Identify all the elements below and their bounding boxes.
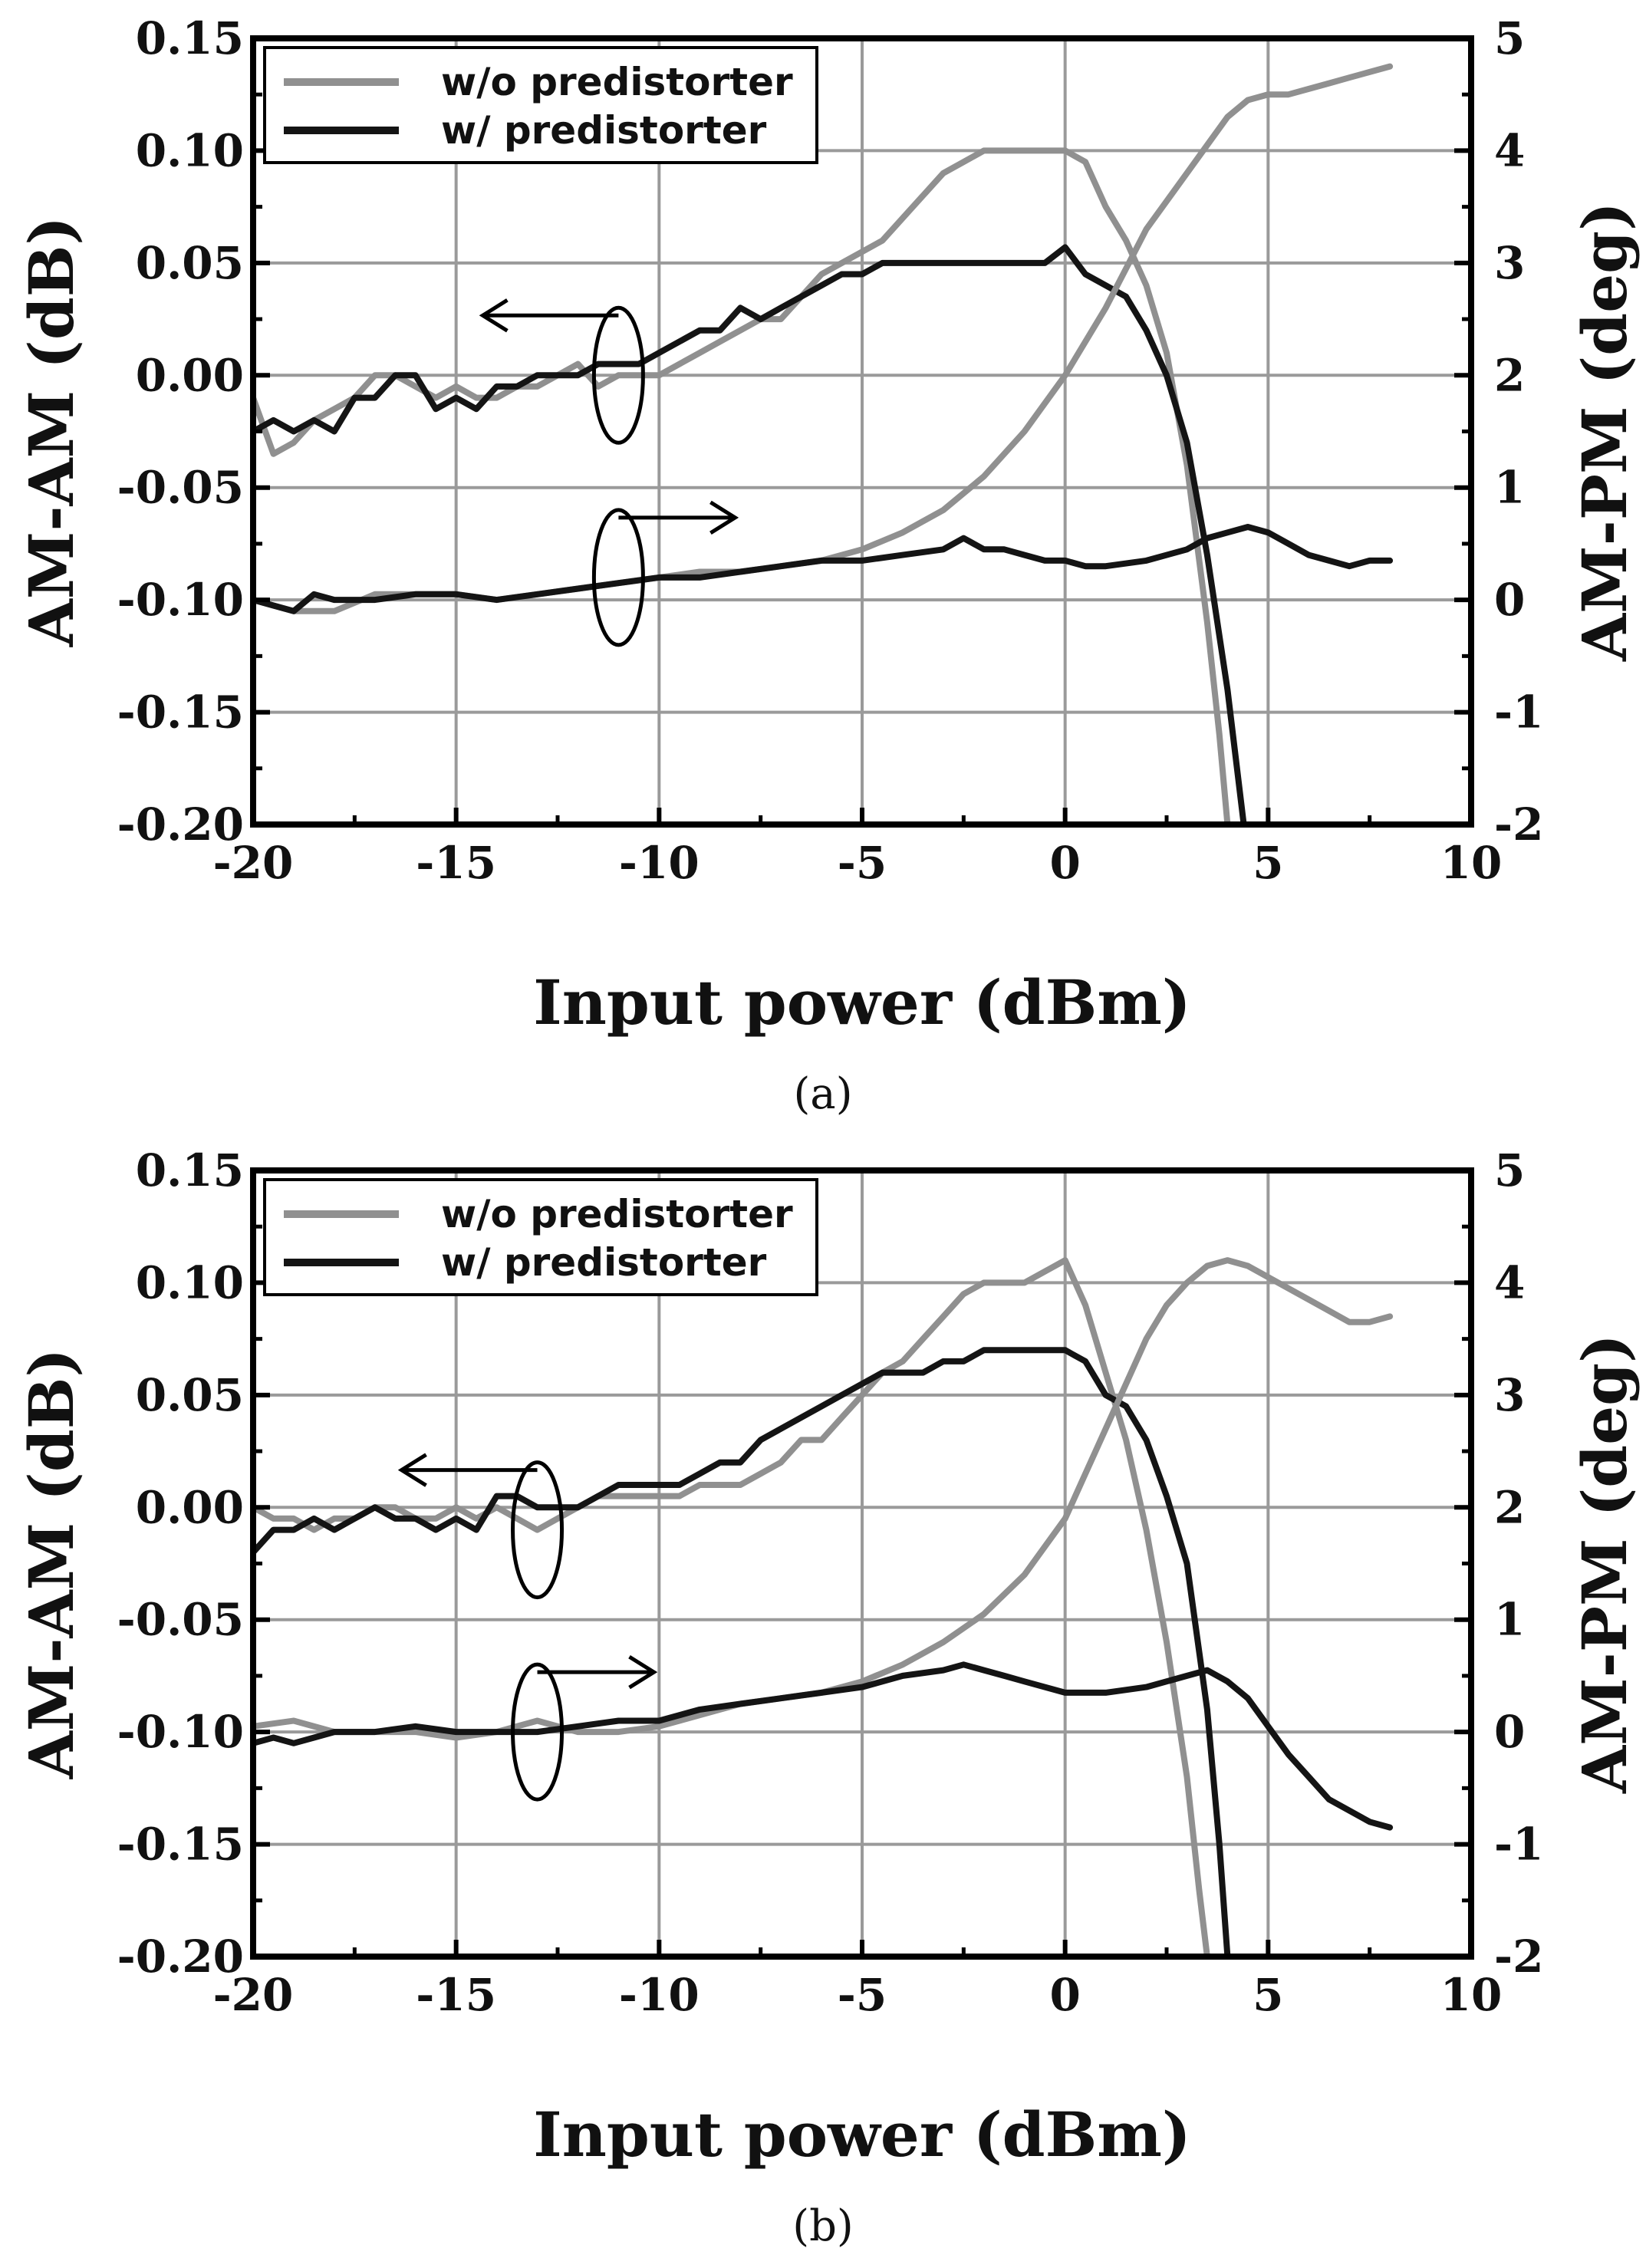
y-right-tick-label: 2 <box>1494 349 1525 401</box>
x-tick-label: 0 <box>1049 1969 1080 2021</box>
y-right-tick-label: 2 <box>1494 1481 1525 1533</box>
x-axis-title: Input power (dBm) <box>533 2098 1190 2171</box>
y-right-tick-label: 5 <box>1494 12 1525 64</box>
series-line-am-pm-with-predistorter <box>250 524 1394 614</box>
y-right-tick-label: -1 <box>1494 1819 1543 1871</box>
figure-panel-b: -20 -15 -10 -5 0 5 10 -0.20 -0.15 -0.10 -0.05 0.00 0… <box>0 1132 1646 2264</box>
x-tick-label: 5 <box>1253 1969 1283 2021</box>
y-left-tick-label: 0.00 <box>136 349 244 401</box>
y-right-tick-label: 4 <box>1494 124 1525 176</box>
y-right-tick-label: 0 <box>1494 1706 1525 1758</box>
x-axis-title: Input power (dBm) <box>533 966 1190 1039</box>
y-right-tick-label: 3 <box>1494 237 1525 289</box>
y-right-tick-label: 1 <box>1494 462 1525 514</box>
y-right-tick-label: 5 <box>1494 1144 1525 1197</box>
annotation-ellipse <box>591 305 645 445</box>
legend-box <box>263 1178 818 1296</box>
x-tick-label: 0 <box>1049 837 1080 889</box>
y-left-tick-label: 0.15 <box>136 1144 244 1197</box>
y-left-tick-label: -0.15 <box>117 686 244 739</box>
y-left-tick-label: -0.10 <box>117 1706 244 1758</box>
chart-a: -20 -15 -10 -5 0 5 10-0.20-0.15-0.10-0.050.000… <box>15 12 1641 1119</box>
y-left-tick-label: 0.05 <box>136 1369 244 1421</box>
x-tick-label: -15 <box>416 1969 496 2021</box>
y-right-tick-label: 1 <box>1494 1594 1525 1646</box>
x-tick-label: -5 <box>838 837 887 889</box>
y-right-tick-label: 3 <box>1494 1369 1525 1421</box>
y-left-tick-label: -0.10 <box>117 574 244 626</box>
x-tick-label: -20 <box>213 837 294 889</box>
y-right-tick-label: 4 <box>1494 1256 1525 1308</box>
x-tick-label: 10 <box>1440 837 1503 889</box>
series-line-am-pm-without-predistorter <box>250 1257 1394 1741</box>
chart-b: -20 -15 -10 -5 0 5 10-0.20-0.15-0.10-0.050.000… <box>15 1144 1641 2251</box>
annotation-arrowhead-left <box>397 1453 427 1487</box>
y-left-tick-label: 0.15 <box>136 12 244 64</box>
y-left-axis-title: AM-AM (dB) <box>15 1348 87 1780</box>
x-tick-label: -10 <box>619 837 700 889</box>
legend-box <box>263 46 818 164</box>
y-right-tick-label: -1 <box>1494 686 1543 739</box>
y-left-tick-label: 0.05 <box>136 237 244 289</box>
y-left-tick-label: 0.10 <box>136 1256 244 1308</box>
legend-label-without: w/o predistorter <box>441 60 793 104</box>
y-right-tick-label: 0 <box>1494 574 1525 626</box>
y-left-tick-label: -0.05 <box>117 1594 244 1646</box>
y-right-tick-label: -2 <box>1494 1931 1543 1983</box>
x-tick-label: -10 <box>619 1969 700 2021</box>
annotation-ellipse <box>511 1662 565 1802</box>
y-left-tick-label: 0.10 <box>136 124 244 176</box>
legend-label-without: w/o predistorter <box>441 1192 793 1236</box>
y-right-axis-title: AM-PM (deg) <box>1569 1334 1641 1794</box>
series-line-am-pm-with-predistorter <box>250 1661 1394 1831</box>
annotation-ellipse <box>591 508 645 647</box>
panel-caption-a: (a) <box>793 1069 852 1119</box>
annotation-arrowhead-right <box>709 500 739 535</box>
y-left-axis-title: AM-AM (dB) <box>15 216 87 648</box>
figure-panel-a: -20 -15 -10 -5 0 5 10 -0.20 -0.15 -0.10 -0.05 0.00 0… <box>0 0 1646 1132</box>
y-left-tick-label: -0.20 <box>117 798 244 851</box>
x-tick-label: -20 <box>213 1969 294 2021</box>
x-tick-label: -5 <box>838 1969 887 2021</box>
x-tick-label: 5 <box>1253 837 1283 889</box>
panel-caption-b: (b) <box>792 2201 854 2251</box>
series-line-am-am-without-predistorter <box>250 147 1231 828</box>
series-line-am-am-with-predistorter <box>250 244 1247 828</box>
legend-label-with: w/ predistorter <box>441 1240 767 1285</box>
annotation-ellipse <box>511 1460 565 1600</box>
y-right-tick-label: -2 <box>1494 798 1543 851</box>
y-left-tick-label: -0.15 <box>117 1819 244 1871</box>
series-line-am-am-with-predistorter <box>250 1347 1231 1960</box>
legend-label-with: w/ predistorter <box>441 108 767 153</box>
y-right-axis-title: AM-PM (deg) <box>1569 202 1641 662</box>
annotation-arrowhead-right <box>628 1655 658 1690</box>
y-left-tick-label: 0.00 <box>136 1481 244 1533</box>
x-tick-label: 10 <box>1440 1969 1503 2021</box>
y-left-tick-label: -0.05 <box>117 462 244 514</box>
annotation-arrowhead-left <box>479 298 509 333</box>
y-left-tick-label: -0.20 <box>117 1931 244 1983</box>
x-tick-label: -15 <box>416 837 496 889</box>
